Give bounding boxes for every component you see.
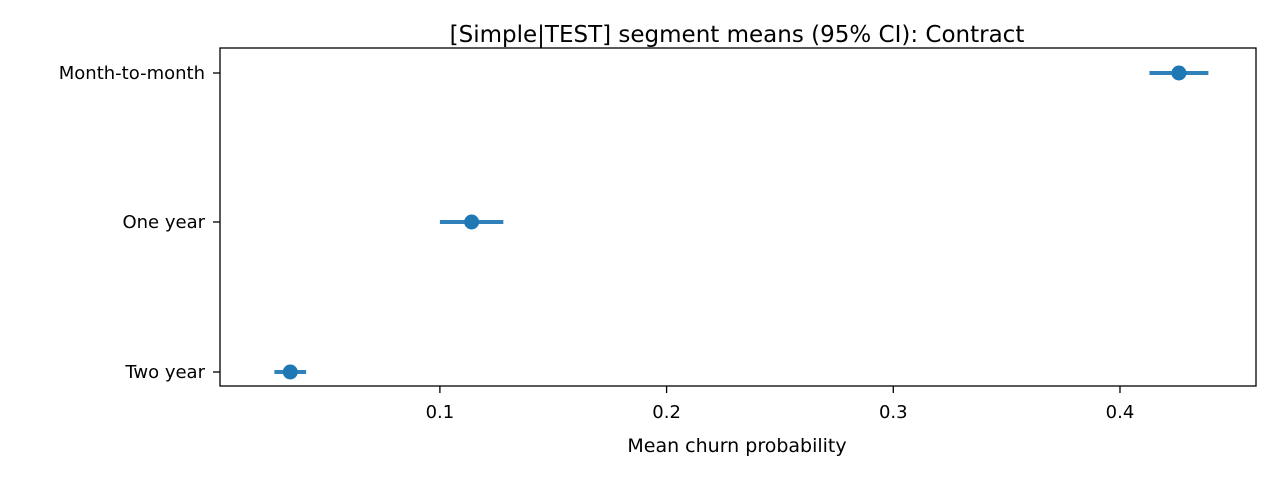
mean-point-0 — [1171, 65, 1187, 81]
y-tick-label-2: Two year — [124, 362, 205, 383]
y-tick-label-0: Month-to-month — [59, 63, 205, 84]
plot-frame — [219, 47, 1257, 387]
x-tick-label-1: 0.2 — [652, 402, 681, 423]
y-tick-label-1: One year — [122, 212, 205, 233]
mean-point-1 — [464, 214, 480, 230]
x-tick-label-0: 0.1 — [426, 402, 455, 423]
mean-point-2 — [282, 364, 298, 380]
x-tick-label-3: 0.4 — [1106, 402, 1135, 423]
x-axis-label: Mean churn probability — [627, 435, 846, 457]
x-tick-label-2: 0.3 — [879, 402, 908, 423]
marks-layer — [274, 65, 1209, 380]
chart-title: [Simple|TEST] segment means (95% CI): Co… — [450, 22, 1025, 48]
tick-layer: 0.1 0.2 0.3 0.4 Month-to-month One year Two ye… — [59, 63, 1135, 423]
